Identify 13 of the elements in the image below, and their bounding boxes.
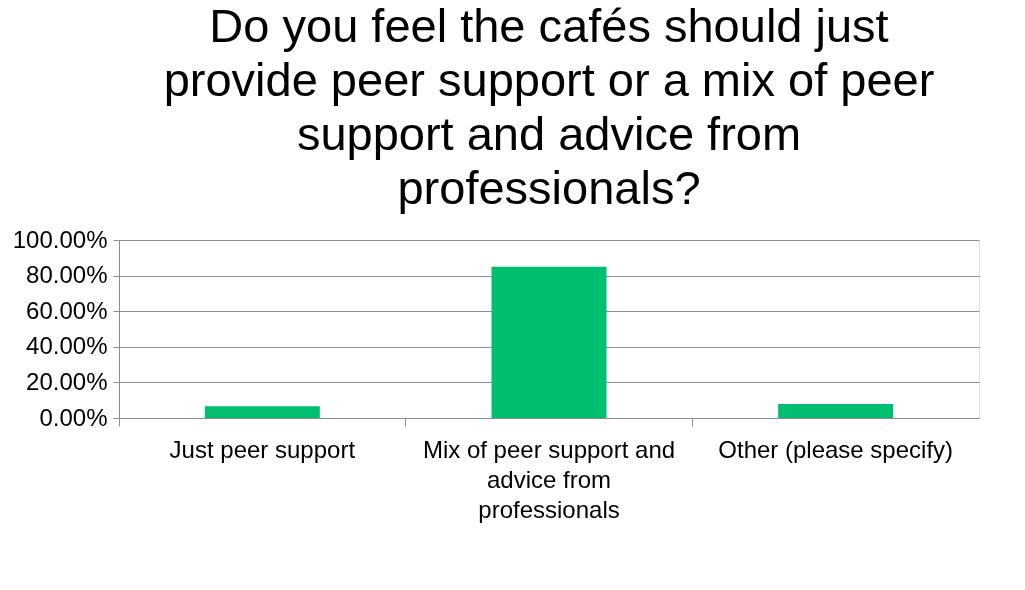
x-tick-label: Other (please specify) — [718, 435, 954, 463]
bar — [778, 404, 894, 418]
y-tick-label: 60.00% — [26, 296, 108, 324]
y-tick-label: 0.00% — [39, 403, 108, 431]
y-tick-label: 20.00% — [26, 367, 108, 395]
y-tick-label: 80.00% — [26, 261, 108, 289]
y-tick-label: 40.00% — [26, 332, 108, 360]
x-tick-label: Mix of peer support and advice from professionals — [422, 435, 676, 523]
x-tick-label: Just peer support — [169, 435, 356, 463]
y-tick-label: 100.00% — [12, 225, 108, 253]
chart-title: Do you feel the cafés should just provide peer support or a mix of peer support and advice from professionals? — [163, 0, 935, 214]
bar — [204, 406, 320, 418]
bar — [491, 266, 607, 418]
